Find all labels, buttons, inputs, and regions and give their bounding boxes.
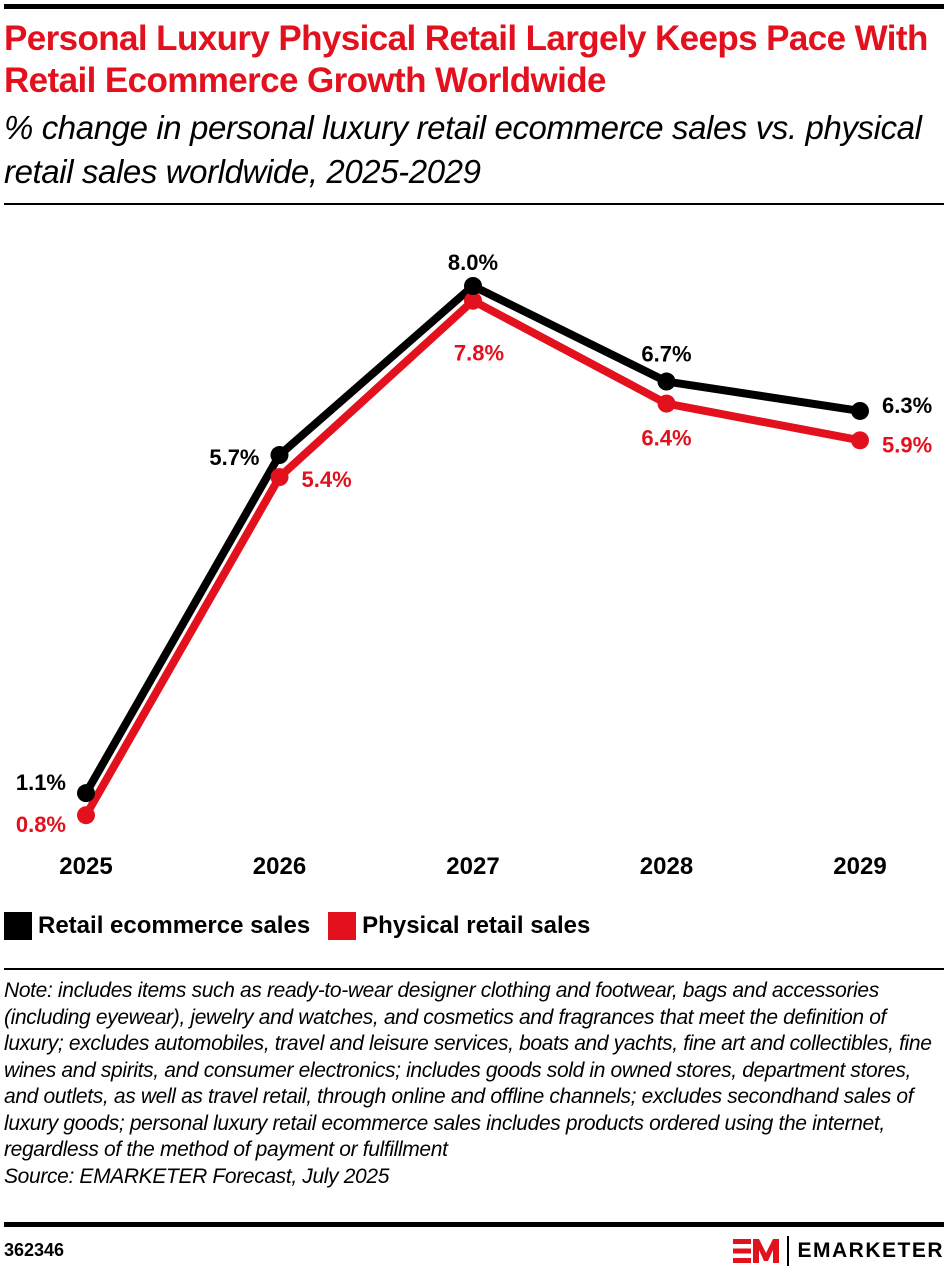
data-point-ecommerce-2027 [464, 277, 482, 295]
data-label-physical-2028: 6.4% [641, 426, 691, 451]
legend-label-ecommerce: Retail ecommerce sales [38, 912, 311, 939]
data-point-physical-2027 [464, 291, 482, 310]
x-tick-label-2026: 2026 [253, 853, 306, 880]
data-point-ecommerce-2026 [270, 446, 289, 465]
data-label-physical-2027: 7.8% [454, 341, 504, 366]
data-label-physical-2029: 5.9% [882, 432, 932, 457]
data-label-ecommerce-2025: 1.1% [16, 770, 66, 795]
chart-title: Personal Luxury Physical Retail Largely … [4, 19, 928, 100]
data-label-ecommerce-2026: 5.7% [209, 445, 259, 470]
chart-subtitle: % change in personal luxury retail ecomm… [4, 109, 922, 190]
data-label-physical-2026: 5.4% [302, 467, 352, 492]
note-text: Note: includes items such as ready-to-we… [4, 979, 932, 1161]
note-divider [4, 968, 944, 970]
legend: Retail ecommerce sales Physical retail s… [4, 912, 608, 940]
data-point-physical-2026 [270, 468, 289, 487]
source-text: Source: EMARKETER Forecast, July 2025 [4, 1164, 390, 1188]
emarketer-logo: EMARKETER [733, 1236, 944, 1266]
data-point-ecommerce-2029 [851, 401, 869, 420]
series-line-physical [82, 295, 861, 818]
data-label-ecommerce-2027: 8.0% [448, 250, 498, 275]
data-label-ecommerce-2029: 6.3% [882, 393, 932, 418]
legend-item-physical: Physical retail sales [328, 912, 590, 940]
chart-id: 362346 [4, 1240, 65, 1260]
footer-rule [4, 1222, 944, 1227]
data-point-physical-2029 [851, 431, 869, 450]
x-tick-label-2029: 2029 [833, 853, 886, 880]
x-tick-label-2028: 2028 [640, 853, 693, 880]
title-divider [4, 203, 944, 205]
data-label-ecommerce-2028: 6.7% [641, 342, 691, 367]
data-point-ecommerce-2025 [77, 784, 95, 803]
data-point-physical-2025 [77, 806, 95, 825]
legend-item-ecommerce: Retail ecommerce sales [4, 912, 310, 940]
data-label-physical-2025: 0.8% [16, 812, 66, 837]
em-logo-icon [733, 1239, 780, 1263]
legend-swatch-physical [328, 912, 357, 940]
logo-divider [787, 1236, 790, 1266]
legend-swatch-ecommerce [4, 912, 32, 940]
top-rule [4, 4, 944, 9]
line-chart: 1.1% 5.7% 8.0% 6.7% 6.3% 0.8% 5.4% 7.8% 6.4% 5.9%… [16, 250, 932, 880]
x-tick-label-2027: 2027 [446, 853, 499, 880]
data-point-ecommerce-2028 [657, 372, 676, 391]
footnote: Note: includes items such as ready-to-we… [4, 978, 948, 1190]
logo-wordmark: EMARKETER [797, 1239, 944, 1262]
legend-label-physical: Physical retail sales [362, 912, 591, 939]
x-tick-label-2025: 2025 [59, 853, 112, 880]
data-point-physical-2028 [657, 394, 676, 413]
